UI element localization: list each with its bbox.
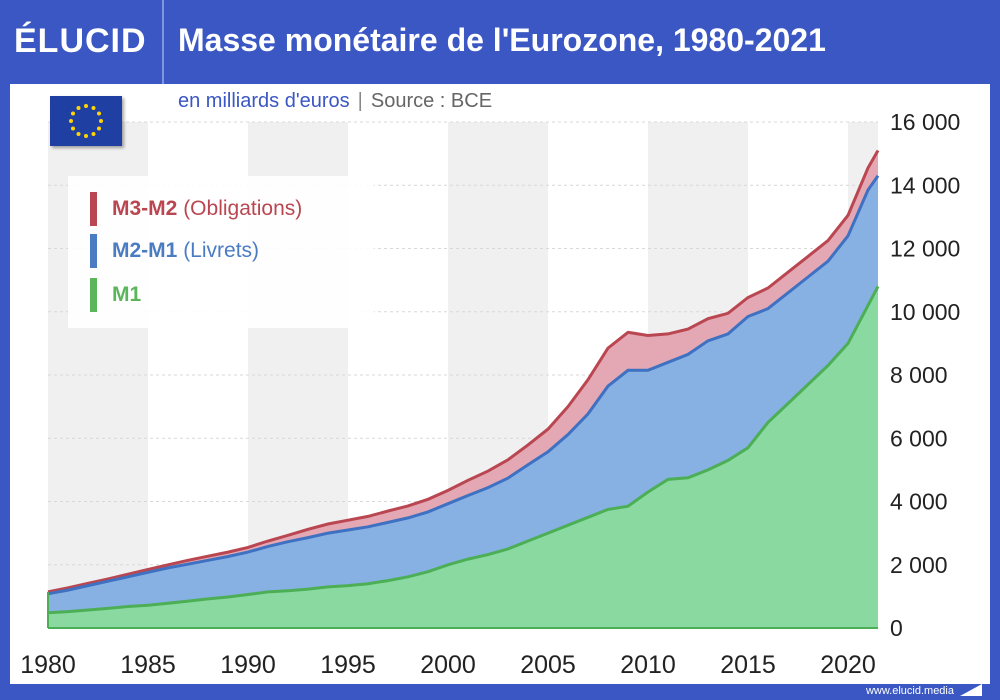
flag-star xyxy=(91,106,96,110)
legend-swatch xyxy=(90,234,97,268)
y-tick-label: 4 000 xyxy=(890,489,948,515)
y-tick-label: 10 000 xyxy=(890,299,960,325)
x-tick-label: 2005 xyxy=(520,651,576,679)
y-tick-label: 16 000 xyxy=(890,109,960,135)
y-tick-label: 8 000 xyxy=(890,362,948,388)
flag-star xyxy=(76,132,81,136)
logo[interactable]: ÉLUCID xyxy=(14,22,147,60)
elucid-arrow-icon xyxy=(960,684,982,696)
subtitle: en milliards d'euros | Source : BCE xyxy=(178,90,492,113)
unit-label: en milliards d'euros xyxy=(178,90,350,112)
footer-url[interactable]: www.elucid.media xyxy=(865,685,954,697)
chart-title: Masse monétaire de l'Eurozone, 1980-2021 xyxy=(178,22,826,58)
x-tick-label: 1980 xyxy=(20,651,76,679)
y-tick-label: 2 000 xyxy=(890,552,948,578)
legend-swatch xyxy=(90,278,97,312)
flag-star xyxy=(69,119,73,123)
x-tick-label: 1990 xyxy=(220,651,276,679)
flag-star xyxy=(84,104,88,108)
line-m3-m2 xyxy=(47,149,880,594)
flag-star xyxy=(97,126,101,131)
line-m1 xyxy=(47,285,880,615)
legend-series-name: M3-M2 xyxy=(112,197,178,220)
legend-swatch xyxy=(90,192,97,226)
y-tick-label: 0 xyxy=(890,615,903,641)
flag-star xyxy=(97,111,101,116)
area-m2-m1 xyxy=(48,175,878,613)
area-m1 xyxy=(48,286,878,628)
x-tick-label: 2000 xyxy=(420,651,476,679)
header: ÉLUCID Masse monétaire de l'Eurozone, 19… xyxy=(0,0,1000,84)
flag-star xyxy=(76,106,81,110)
x-tick-label: 1995 xyxy=(320,651,376,679)
x-tick-label: 2020 xyxy=(820,651,876,679)
header-divider xyxy=(162,0,164,84)
legend-series-name: M2-M1 xyxy=(112,239,178,262)
x-tick-label: 2010 xyxy=(620,651,676,679)
flag-star xyxy=(84,134,88,138)
flag-star xyxy=(91,132,96,136)
flag-star xyxy=(99,119,103,123)
subtitle-separator: | xyxy=(357,90,363,112)
legend-series-desc: (Livrets) xyxy=(183,239,260,262)
source-label: Source : BCE xyxy=(370,90,493,112)
legend: M3-M2 (Obligations) M2-M1 (Livrets) M1 xyxy=(68,176,374,328)
x-tick-label: 2015 xyxy=(720,651,776,679)
y-tick-label: 12 000 xyxy=(890,236,960,262)
eu-flag-icon xyxy=(50,96,122,146)
x-tick-label: 1985 xyxy=(120,651,176,679)
y-tick-label: 6 000 xyxy=(890,425,948,451)
chart: 0 2 000 4 000 6 000 8 000 10 000 12 000 14 000 1… xyxy=(20,109,960,679)
line-m2-m1 xyxy=(47,174,880,596)
y-tick-label: 14 000 xyxy=(890,172,960,198)
flag-star xyxy=(71,111,75,116)
legend-series-name: M1 xyxy=(112,283,142,306)
flag-star xyxy=(71,126,75,131)
legend-series-desc: (Obligations) xyxy=(183,197,303,220)
